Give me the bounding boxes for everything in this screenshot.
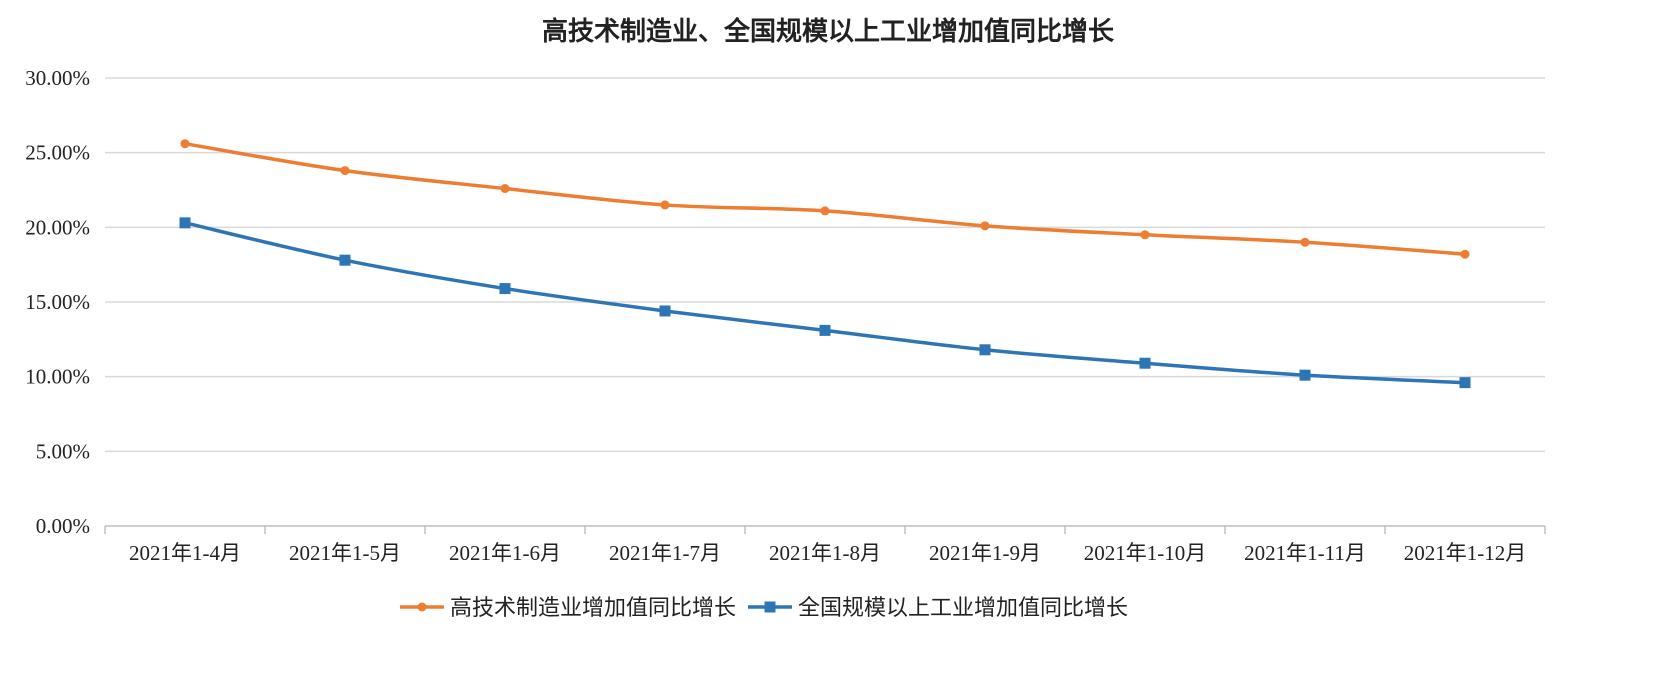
x-tick-label: 2021年1-9月 <box>929 541 1041 565</box>
legend-item: 全国规模以上工业增加值同比增长 <box>748 596 1128 621</box>
data-point <box>979 344 991 356</box>
legend-label: 高技术制造业增加值同比增长 <box>450 596 736 621</box>
data-point <box>1460 249 1470 259</box>
data-point <box>340 166 350 176</box>
data-point <box>1139 357 1151 369</box>
chart-title: 高技术制造业、全国规模以上工业增加值同比增长 <box>542 16 1115 47</box>
x-tick-label: 2021年1-8月 <box>769 541 881 565</box>
data-point <box>820 206 830 216</box>
data-point <box>819 324 831 336</box>
data-point <box>499 283 511 295</box>
x-tick-label: 2021年1-4月 <box>129 541 241 565</box>
data-point <box>179 217 191 229</box>
gridlines <box>105 77 1545 453</box>
x-tick-label: 2021年1-11月 <box>1244 541 1366 565</box>
legend-item: 高技术制造业增加值同比增长 <box>400 596 736 621</box>
y-tick-label: 30.00% <box>25 66 90 90</box>
data-point <box>1300 237 1310 247</box>
data-point <box>660 200 670 210</box>
legend-label: 全国规模以上工业增加值同比增长 <box>798 596 1128 621</box>
x-axis: 2021年1-4月 2021年1-5月 2021年1-6月 2021年1-7月 2021… <box>104 525 1546 565</box>
data-point <box>1459 377 1471 389</box>
y-tick-label: 0.00% <box>36 514 90 538</box>
x-tick-label: 2021年1-6月 <box>449 541 561 565</box>
x-tick-label: 2021年1-7月 <box>609 541 721 565</box>
series-line <box>184 141 1466 256</box>
y-tick-label: 15.00% <box>25 290 90 314</box>
y-tick-label: 20.00% <box>25 215 90 239</box>
y-axis-ticks: 0.00% 5.00% 10.00% 15.00% 20.00% 25.00% 30.00% <box>25 66 90 538</box>
data-point <box>1299 369 1311 381</box>
series-1 <box>180 139 1470 259</box>
y-tick-label: 5.00% <box>36 439 90 463</box>
x-tick-label: 2021年1-10月 <box>1084 541 1207 565</box>
data-point <box>339 254 351 266</box>
data-point <box>1140 230 1150 240</box>
data-point <box>500 184 510 194</box>
data-point <box>180 139 190 149</box>
data-point <box>659 305 671 317</box>
series-layer <box>179 139 1471 389</box>
x-tick-label: 2021年1-12月 <box>1404 541 1527 565</box>
data-point <box>980 221 990 231</box>
y-tick-label: 25.00% <box>25 141 90 165</box>
series-2 <box>179 217 1471 389</box>
legend: 高技术制造业增加值同比增长 全国规模以上工业增加值同比增长 <box>400 596 1128 621</box>
legend-marker <box>764 601 776 613</box>
legend-marker <box>417 602 427 612</box>
y-tick-label: 10.00% <box>25 365 90 389</box>
x-tick-label: 2021年1-5月 <box>289 541 401 565</box>
